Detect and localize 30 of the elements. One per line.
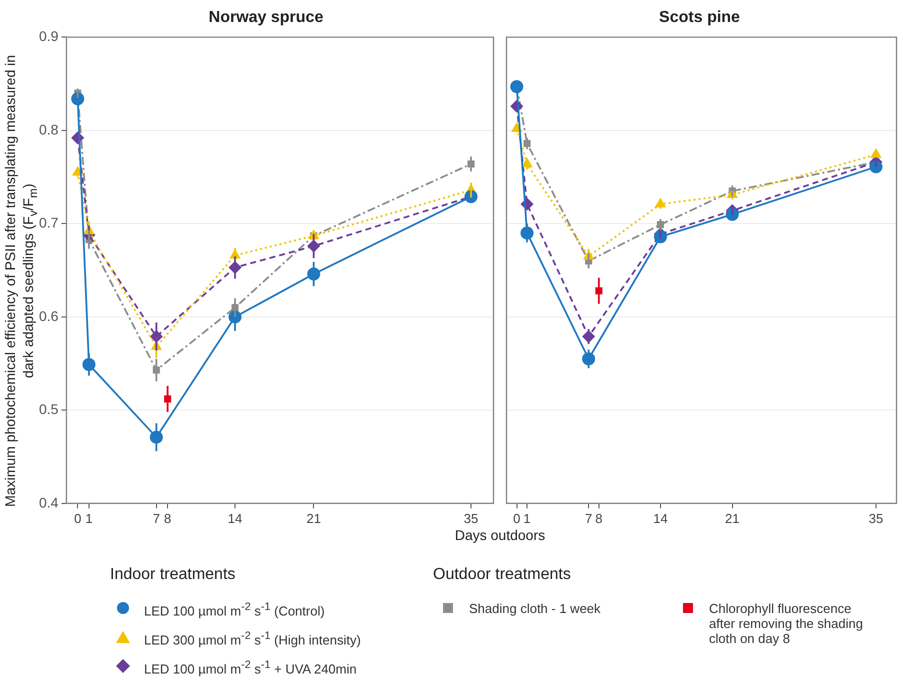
y-tick-label: 0.4 [38,494,59,510]
legend-label: Chlorophyll fluorescence after removing the shading cloth on day 8 [709,601,864,646]
legend-label: LED 100 µmol m$^{-2}$ s$^{-1}$ + UVA 240min [144,659,357,676]
x-tick-label: 7 [152,510,160,526]
x-tick-label: 35 [464,510,478,526]
legend-label: Shading cloth - 1 week [469,601,601,616]
y-tick-label: 0.9 [38,28,59,44]
y-tick-label: 0.8 [38,121,59,138]
legend-label: LED 100 µmol m$^{-2}$ s$^{-1}$ (Control) [144,601,325,618]
x-tick-label: 8 [595,510,602,526]
x-tick-label: 35 [868,510,884,526]
x-tick-label: 1 [523,510,531,526]
x-tick-label: 21 [306,510,321,526]
x-tick-label: 0 [74,510,82,526]
y-tick-label: 0.7 [38,214,59,231]
text: Indoor treatments [110,566,236,583]
x-tick-label: 8 [164,510,172,526]
legend-label: LED 300 µmol m$^{-2}$ s$^{-1}$ (High intensity) [144,630,361,648]
x-tick-label: 14 [653,510,668,526]
x-tick-label: 7 [584,510,592,526]
x-tick-label: 0 [513,510,520,526]
chart-title: Scots pine [659,9,740,26]
text: Outdoor treatments [433,566,571,583]
x-tick-label: 1 [85,510,93,526]
x-tick-label: 21 [725,510,740,526]
chart-title: Norway spruce [208,9,324,26]
x-axis-title: Days outdoors [454,527,546,543]
x-tick-label: 14 [228,510,242,526]
y-tick-label: 0.5 [38,401,59,418]
y-tick-label: 0.6 [38,308,59,324]
